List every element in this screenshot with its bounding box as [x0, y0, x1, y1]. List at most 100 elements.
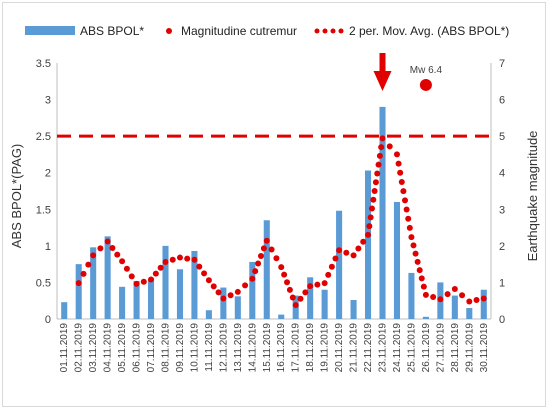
moving-average-dot: [128, 273, 135, 280]
moving-average-dot: [196, 263, 203, 270]
moving-average-dot: [403, 206, 410, 213]
bar: [451, 295, 458, 319]
x-tick-label: 10.11.2019: [189, 323, 200, 373]
x-tick-label: 25.11.2019: [406, 323, 417, 373]
moving-average-dot: [289, 294, 296, 301]
bar: [119, 286, 126, 319]
y2-axis-title: Earthquake magnitude: [525, 131, 540, 262]
legend-label-bars: ABS BPOL*: [80, 24, 144, 38]
x-tick-label: 19.11.2019: [320, 323, 331, 373]
moving-average-dot: [123, 265, 130, 272]
bar: [422, 316, 429, 319]
moving-average-dot: [114, 251, 121, 258]
x-tick-label: 03.11.2019: [88, 323, 99, 373]
moving-average-dot: [157, 264, 164, 271]
moving-average-dot: [400, 188, 407, 195]
moving-average-dot: [414, 258, 421, 265]
moving-average-dot: [75, 280, 82, 287]
arrow-head: [373, 71, 392, 91]
x-tick-label: 09.11.2019: [175, 323, 186, 373]
x-tick-label: 05.11.2019: [117, 323, 128, 373]
bar: [61, 302, 68, 319]
moving-average-dot: [473, 296, 480, 303]
moving-average-dot: [398, 178, 405, 185]
moving-average-dot: [410, 242, 417, 249]
y-tick-label: 3: [45, 95, 51, 107]
legend: ABS BPOL* Magnitudine cutremur 2 per. Mo…: [25, 24, 509, 38]
moving-average-dot: [376, 152, 383, 159]
bar: [249, 261, 256, 319]
moving-average-dot: [466, 298, 473, 305]
moving-average-dot: [379, 135, 386, 142]
moving-average-dot: [325, 271, 332, 278]
moving-average-dot: [408, 234, 415, 241]
moving-average-dot: [281, 271, 288, 278]
y2-tick-label: 7: [499, 58, 505, 70]
moving-average-dot: [350, 252, 357, 259]
moving-average-dot: [255, 260, 262, 267]
plot-area: 0 0.5 1 1.5 2 2.5 3 3.5 0 1 2 3 4 5 6 7 01.11.2019 02.11.…: [36, 53, 505, 372]
moving-average-dot: [119, 258, 126, 265]
moving-average-dot: [393, 151, 400, 158]
bar: [75, 264, 82, 319]
moving-average-dot: [367, 214, 374, 221]
moving-average-dot: [418, 275, 425, 282]
moving-average-dot: [201, 270, 208, 277]
moving-average-dot: [191, 256, 198, 263]
moving-average-dot: [370, 196, 377, 203]
moving-average-dot: [375, 161, 382, 168]
moving-average-dot: [263, 237, 270, 244]
moving-average-dot: [437, 296, 444, 303]
bar: [90, 247, 97, 319]
x-tick-label: 16.11.2019: [276, 323, 287, 373]
moving-average-dot: [406, 224, 413, 231]
bar: [466, 308, 473, 319]
legend-label-movavg: 2 per. Mov. Avg. (ABS BPOL*): [349, 24, 509, 38]
bar: [220, 287, 227, 319]
moving-average-dot: [268, 246, 275, 253]
chart: ABS BPOL* Magnitudine cutremur 2 per. Mo…: [9, 24, 540, 372]
moving-average-dot: [162, 258, 169, 265]
bar: [364, 170, 372, 319]
moving-average-dot: [480, 295, 487, 302]
bar: [176, 269, 184, 319]
bar: [234, 296, 241, 319]
bar: [104, 236, 111, 319]
moving-average-dot: [257, 252, 264, 259]
y2-tick-label: 5: [499, 131, 505, 143]
moving-average-dot: [444, 291, 451, 298]
moving-average-dot: [249, 275, 256, 282]
moving-average-dot: [402, 197, 409, 204]
moving-average-dot: [451, 286, 458, 293]
moving-average-dot: [395, 160, 402, 167]
bar: [133, 280, 140, 319]
moving-average-dot: [184, 255, 191, 262]
y2-tick-label: 1: [499, 277, 505, 289]
bar: [350, 299, 357, 319]
x-tick-label: 23.11.2019: [378, 323, 389, 373]
moving-average-dot: [412, 250, 419, 257]
moving-average-dot: [297, 295, 304, 302]
x-tick-label: 02.11.2019: [74, 323, 85, 373]
y-tick-label: 3.5: [36, 58, 51, 70]
moving-average-dot: [336, 247, 343, 254]
moving-average-dot: [365, 231, 372, 238]
bar: [307, 277, 314, 319]
moving-average-dot: [220, 295, 227, 302]
moving-average-dot: [286, 286, 293, 293]
moving-average-dot: [372, 179, 379, 186]
bar: [263, 220, 270, 319]
x-tick-label: 14.11.2019: [247, 323, 258, 373]
legend-swatch-bars: [25, 26, 75, 35]
x-tick-label: 01.11.2019: [59, 323, 70, 373]
moving-average-dot: [152, 270, 159, 277]
moving-average-dot: [104, 238, 111, 245]
legend-label-marker: Magnitudine cutremur: [181, 24, 297, 38]
x-tick-label: 21.11.2019: [349, 323, 360, 373]
moving-average-dot: [284, 279, 291, 286]
bar: [480, 289, 487, 319]
moving-average-dot: [169, 256, 176, 263]
x-tick-label: 13.11.2019: [233, 323, 244, 373]
moving-average-dot: [273, 255, 280, 262]
arrow-shaft: [379, 53, 386, 71]
